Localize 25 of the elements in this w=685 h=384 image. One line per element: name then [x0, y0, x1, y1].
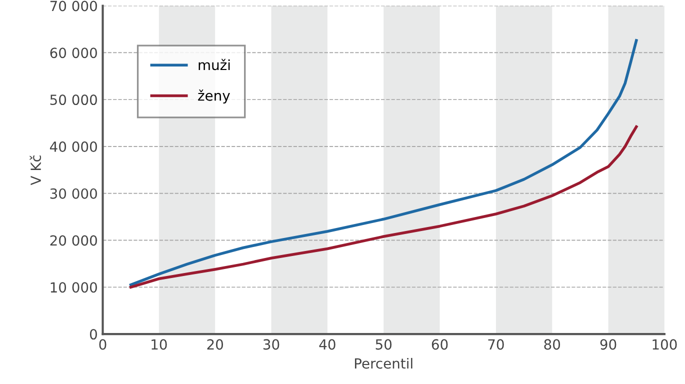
y-tick-label: 10 000	[50, 282, 97, 293]
x-tick-label: 90	[600, 339, 616, 350]
y-axis-title: V Kč	[30, 155, 42, 186]
y-tick-label: 60 000	[50, 48, 97, 58]
y-tick-label: 40 000	[50, 141, 97, 152]
y-tick-label: 30 000	[50, 188, 97, 199]
y-tick-label: 20 000	[50, 235, 97, 246]
x-tick-label: 10	[152, 339, 167, 350]
x-tick-label: 50	[376, 339, 392, 350]
x-tick-label: 70	[488, 339, 504, 350]
x-tick-label: 60	[432, 339, 448, 350]
legend-label: ženy	[198, 90, 230, 104]
line-series	[129, 39, 638, 286]
x-tick-label: 100	[652, 339, 677, 350]
x-tick-label: 80	[544, 339, 560, 350]
y-tick-label: 0	[90, 329, 97, 340]
x-axis-title: Percentil	[354, 358, 412, 369]
x-tick-label: 40	[319, 339, 336, 350]
y-tick-label: 50 000	[50, 94, 97, 106]
y-tick-label: 70 000	[50, 0, 97, 12]
x-tick-label: 20	[207, 339, 224, 350]
line-series	[129, 125, 638, 289]
legend-label: muži	[198, 58, 230, 70]
x-tick-label: 30	[263, 339, 280, 350]
x-tick-label: 0	[99, 339, 106, 350]
